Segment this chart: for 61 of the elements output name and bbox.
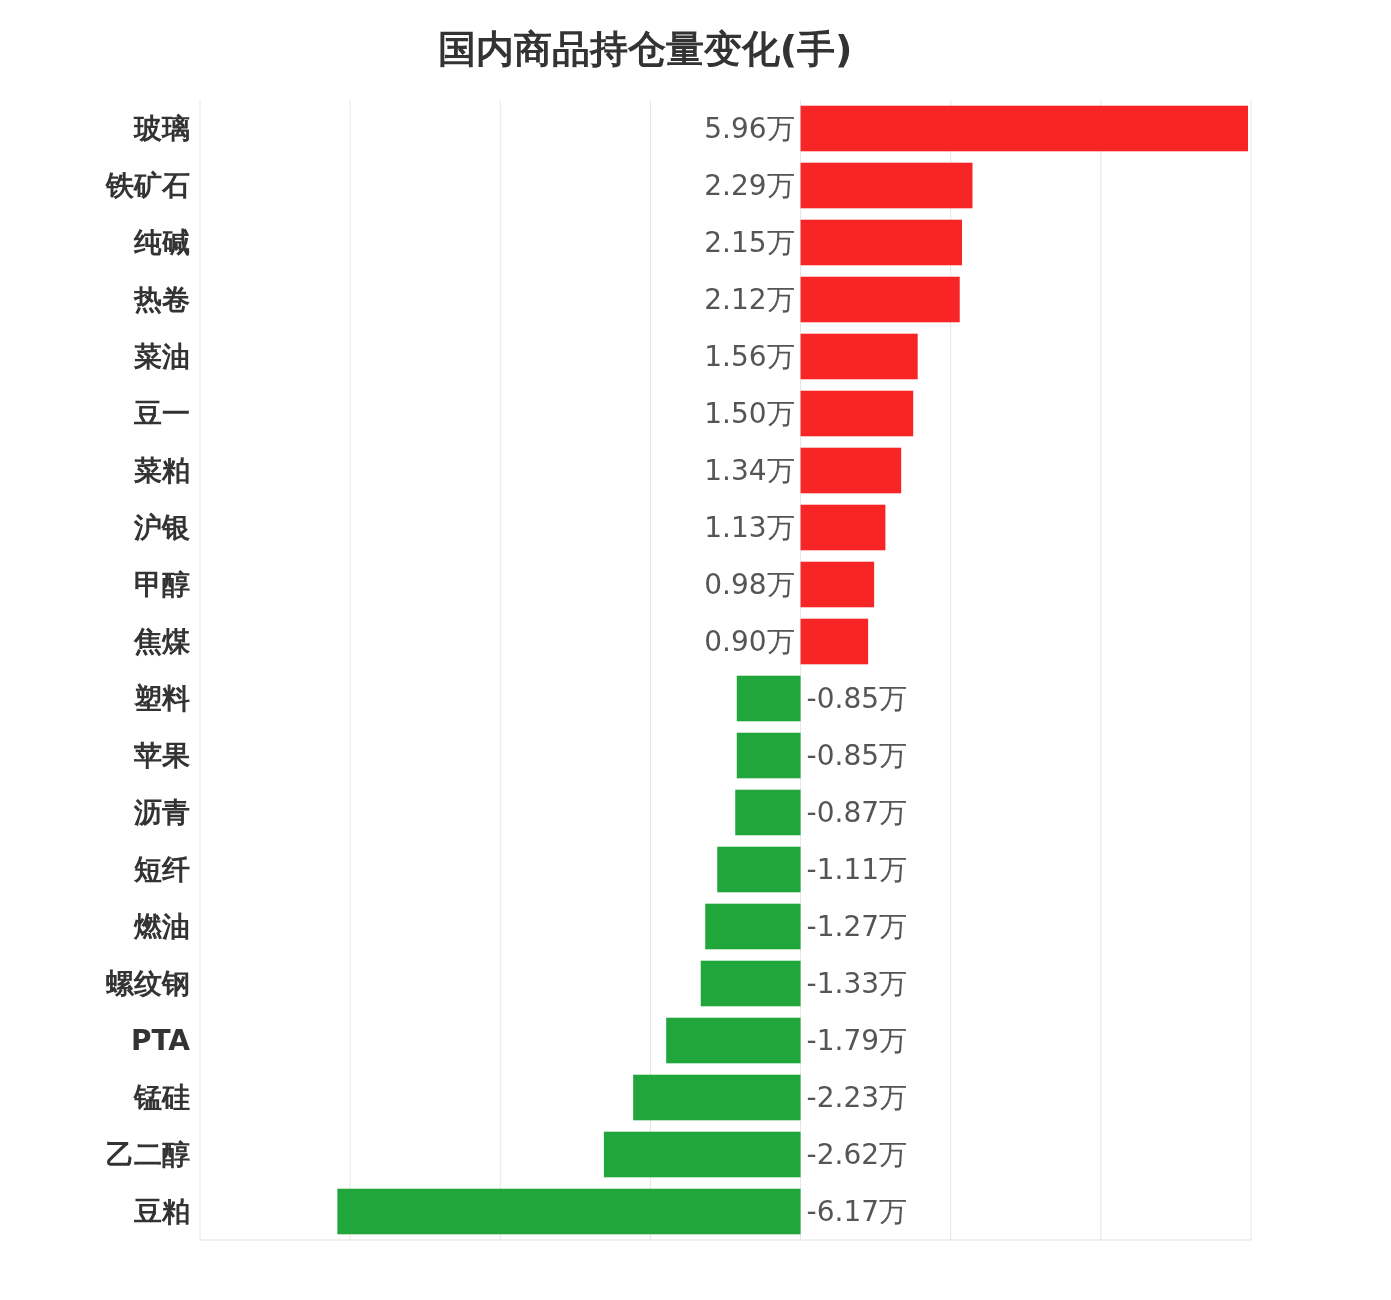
- y-tick-label: 菜油: [133, 340, 190, 374]
- bar: [736, 732, 801, 779]
- data-label: -0.85万: [806, 682, 908, 716]
- data-label: 2.12万: [704, 283, 795, 317]
- bar: [337, 1188, 801, 1235]
- bar: [800, 561, 875, 608]
- y-tick-label: 玻璃: [133, 112, 190, 146]
- bar: [705, 903, 801, 950]
- bar: [800, 618, 869, 665]
- data-label: 1.34万: [704, 454, 795, 488]
- y-tick-label: 豆粕: [133, 1195, 190, 1229]
- y-tick-label: 塑料: [133, 682, 190, 716]
- data-label: -1.27万: [806, 910, 908, 944]
- y-tick-label: 焦煤: [133, 625, 191, 659]
- data-label: -1.79万: [806, 1024, 908, 1058]
- data-label: -2.62万: [806, 1138, 908, 1172]
- y-tick-label: 沥青: [133, 796, 190, 830]
- y-tick-label: 铁矿石: [105, 169, 190, 203]
- bar: [633, 1074, 801, 1121]
- bar: [800, 447, 902, 494]
- bar: [666, 1017, 801, 1064]
- bar: [800, 390, 914, 437]
- bar: [800, 276, 960, 323]
- y-tick-label: 锰硅: [133, 1081, 190, 1115]
- bar: [800, 504, 886, 551]
- y-tick-label: 菜粕: [133, 454, 190, 488]
- bar: [735, 789, 801, 836]
- data-label: 5.96万: [704, 112, 795, 146]
- bar: [700, 960, 801, 1007]
- data-label: 2.15万: [704, 226, 795, 260]
- bar: [736, 675, 801, 722]
- data-label: 2.29万: [704, 169, 795, 203]
- data-label: 0.98万: [704, 568, 795, 602]
- data-label: 1.13万: [704, 511, 795, 545]
- y-tick-label: 苹果: [133, 739, 190, 773]
- bar: [800, 333, 918, 380]
- y-tick-label: PTA: [130, 1024, 191, 1058]
- data-label: -1.11万: [806, 853, 908, 887]
- data-label: -0.85万: [806, 739, 908, 773]
- data-label: 1.50万: [704, 397, 795, 431]
- data-label: -6.17万: [806, 1195, 908, 1229]
- bar: [800, 162, 973, 209]
- data-label: -2.23万: [806, 1081, 908, 1115]
- data-label: 0.90万: [704, 625, 795, 659]
- y-tick-label: 沪银: [133, 511, 190, 545]
- y-tick-label: 纯碱: [133, 226, 190, 260]
- y-tick-label: 热卷: [133, 283, 190, 317]
- y-tick-label: 乙二醇: [106, 1138, 190, 1172]
- chart-title: 国内商品持仓量变化(手): [437, 27, 853, 71]
- y-tick-label: 螺纹钢: [105, 967, 190, 1001]
- bar: [717, 846, 801, 893]
- y-tick-label: 短纤: [133, 853, 190, 887]
- bar: [603, 1131, 801, 1178]
- data-label: -0.87万: [806, 796, 908, 830]
- data-label: -1.33万: [806, 967, 908, 1001]
- bar: [800, 105, 1248, 152]
- y-tick-label: 甲醇: [134, 568, 190, 602]
- y-tick-label: 燃油: [133, 910, 190, 944]
- y-tick-label: 豆一: [133, 397, 190, 431]
- data-label: 1.56万: [704, 340, 795, 374]
- bar: [800, 219, 962, 266]
